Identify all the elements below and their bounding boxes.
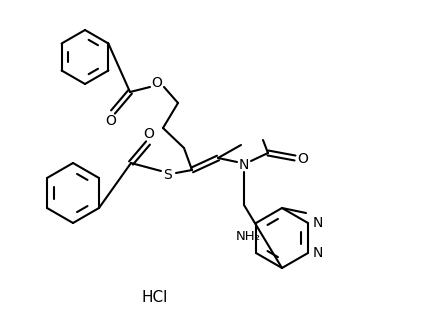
Text: N: N xyxy=(313,216,323,230)
Text: S: S xyxy=(163,168,172,182)
Text: N: N xyxy=(313,246,323,260)
Text: N: N xyxy=(239,158,249,172)
Text: O: O xyxy=(151,76,163,90)
Text: O: O xyxy=(106,114,116,128)
Text: O: O xyxy=(144,127,154,141)
Text: NH₂: NH₂ xyxy=(236,231,260,243)
Text: O: O xyxy=(298,152,308,166)
Text: HCl: HCl xyxy=(142,291,168,305)
